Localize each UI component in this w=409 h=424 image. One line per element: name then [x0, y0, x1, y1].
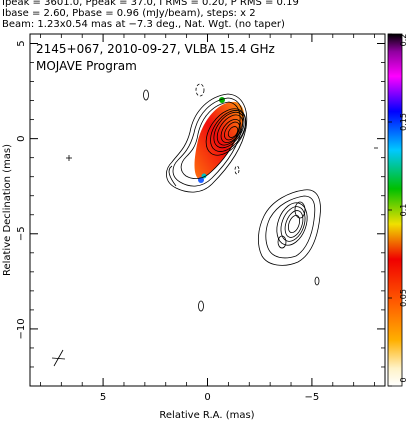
colorbar-tick-label: 0.05	[399, 289, 408, 307]
y-tick-label: 5	[16, 40, 27, 46]
y-tick-label: −5	[16, 226, 27, 241]
colorbar-tick-label: 0.15	[399, 113, 408, 131]
colorbar-ticks: 0 0.05 0.1 0.15 0.2	[388, 33, 408, 387]
header-line-1: Ipeak = 3601.0, Ppeak = 37.0, I RMS = 0.…	[2, 0, 299, 8]
core-contours	[166, 93, 248, 193]
y-axis-ticks: 5 0 −5 −10	[16, 40, 385, 387]
y-tick-label: −10	[16, 318, 27, 339]
x-tick-label: 0	[204, 392, 210, 403]
header-line-2: Ibase = 2.60, Pbase = 0.96 (mJy/beam), s…	[2, 8, 256, 19]
chart-subtitle: MOJAVE Program	[36, 59, 137, 73]
cross-markers	[66, 147, 378, 161]
colorbar-tick-label: 0.2	[399, 34, 408, 47]
negative-contours	[195, 83, 240, 175]
y-axis-label: Relative Declination (mas)	[2, 144, 13, 276]
chart-title: 2145+067, 2010-09-27, VLBA 15.4 GHz	[36, 42, 275, 56]
colorbar-tick-label: 0	[399, 377, 408, 382]
x-tick-label: 5	[100, 392, 106, 403]
x-axis-ticks: 5 0 −5	[40, 34, 375, 403]
plot-frame	[29, 33, 386, 387]
isolated-contours	[143, 89, 320, 312]
x-axis-label: Relative R.A. (mas)	[159, 410, 254, 421]
x-tick-label: −5	[305, 392, 320, 403]
polarization-color-patch	[194, 101, 245, 180]
y-tick-label: 0	[16, 135, 27, 141]
beam-ellipse	[51, 349, 66, 367]
header-line-3: Beam: 1.23x0.54 mas at −7.3 deg., Nat. W…	[2, 19, 285, 30]
colorbar-tick-label: 0.1	[399, 204, 408, 217]
jet-contours	[258, 189, 321, 266]
